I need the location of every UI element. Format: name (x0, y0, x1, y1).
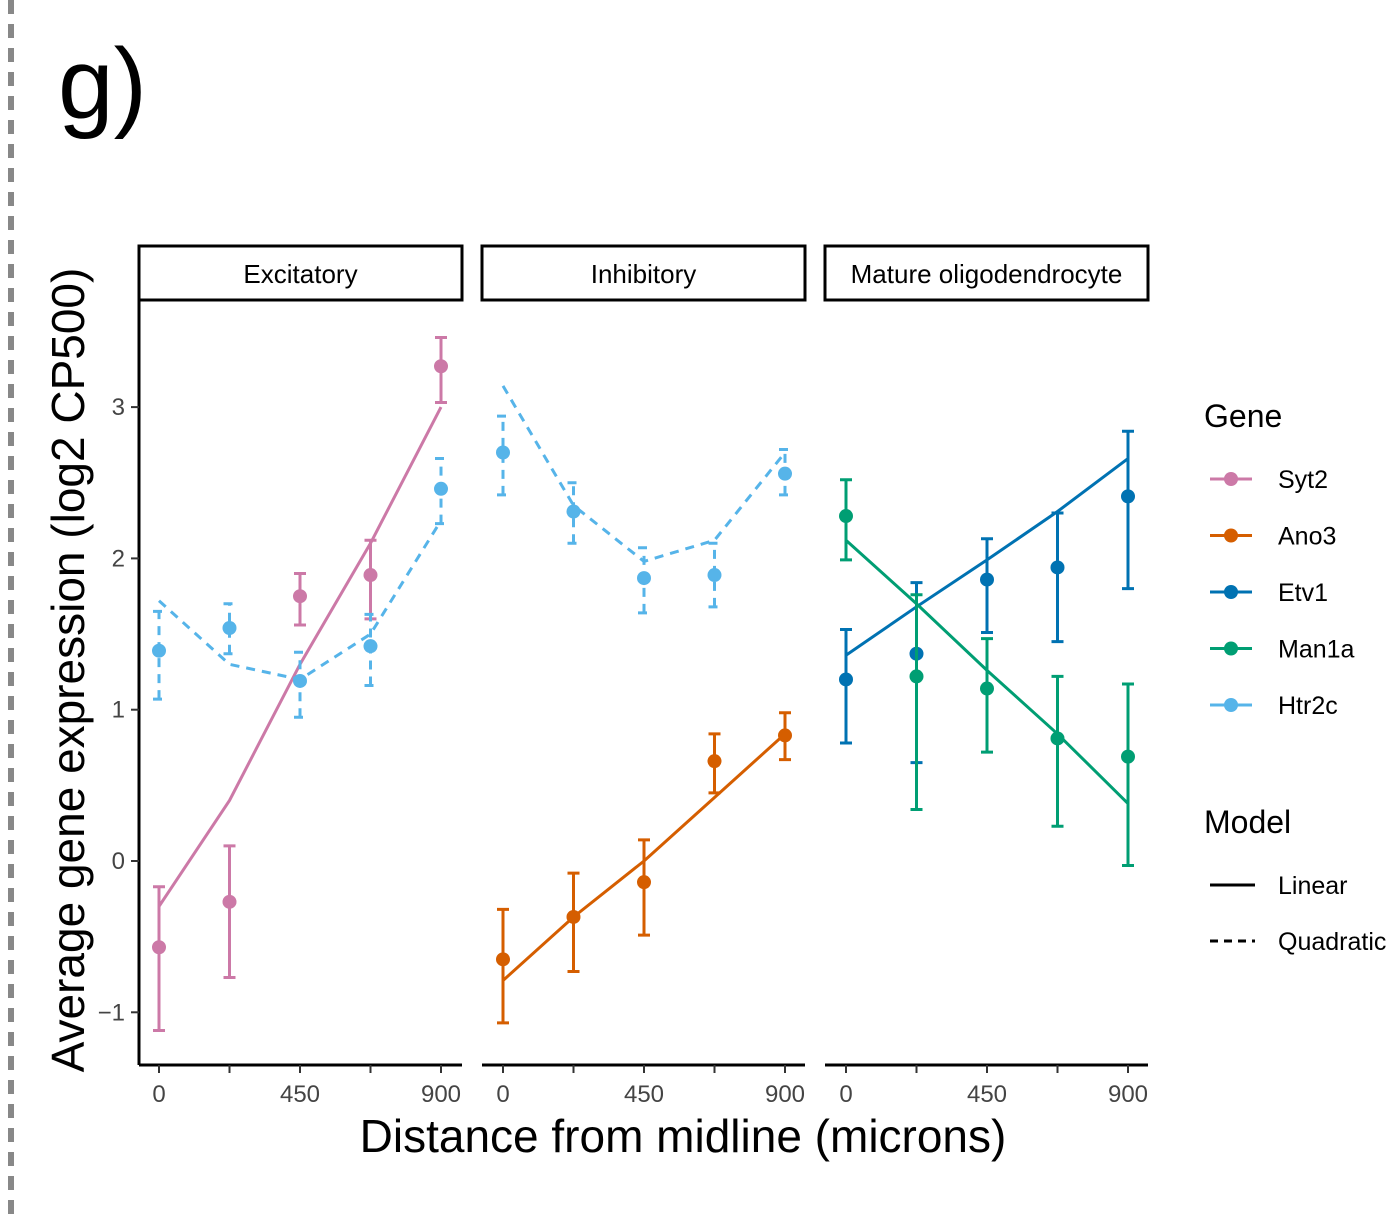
data-point (222, 894, 237, 909)
data-point (152, 643, 166, 658)
legend-item-man1a: Man1a (1210, 636, 1355, 664)
data-point (496, 952, 510, 967)
data-point (293, 673, 307, 688)
facet-panel-excitatory: Excitatory 0 450 900 −1 0 1 2 3 (98, 244, 464, 1108)
x-axis-title: Distance from midline (microns) (360, 1110, 1007, 1162)
data-point (980, 572, 994, 587)
data-point (707, 754, 722, 769)
error-bar (910, 593, 923, 812)
y-tick-label: −1 (98, 999, 125, 1026)
facet-strip-label: Excitatory (243, 259, 357, 289)
data-point (778, 728, 792, 743)
error-bar (1122, 429, 1134, 591)
error-bar (1122, 682, 1134, 868)
data-point (566, 909, 581, 924)
facet-strip-label: Inhibitory (591, 259, 697, 289)
legend-key-point (1224, 585, 1238, 599)
x-tick-label: 0 (152, 1081, 165, 1108)
data-point (434, 481, 448, 496)
data-point (778, 466, 792, 481)
data-point (637, 571, 651, 586)
x-tick-label: 900 (421, 1081, 461, 1108)
y-tick-label: 2 (112, 545, 125, 572)
y-tick-label: 3 (112, 394, 125, 421)
data-point (909, 669, 924, 684)
legend-label: Man1a (1278, 636, 1355, 664)
data-point (363, 568, 378, 583)
error-bar (1051, 511, 1064, 644)
data-point (1050, 560, 1065, 575)
facet-panel-mature-oligodendrocyte: Mature oligodendrocyte 0 450 900 (823, 244, 1150, 1108)
data-point (1121, 489, 1135, 504)
legend-item-linear: Linear (1210, 872, 1348, 900)
series-htr2c (152, 457, 448, 719)
data-point (152, 940, 166, 955)
legend-label: Linear (1278, 872, 1348, 900)
legend-label: Htr2c (1278, 692, 1338, 720)
error-bar (567, 481, 580, 545)
data-point (980, 681, 994, 696)
legend-key-point (1224, 641, 1238, 656)
x-tick-label: 450 (624, 1081, 664, 1108)
legend-gene-title: Gene (1204, 398, 1282, 434)
error-bar (708, 541, 721, 609)
series-etv1 (839, 429, 1135, 765)
facet-strip (137, 244, 464, 302)
legend: Gene Syt2 Ano3 Etv1 Man1a Htr2c Model Linear Qua… (1204, 398, 1386, 956)
legend-label: Ano3 (1278, 523, 1336, 551)
error-bar (153, 609, 165, 701)
y-tick-label: 1 (112, 697, 125, 724)
fit-line-quadratic (501, 385, 787, 564)
x-tick-label: 900 (1108, 1081, 1148, 1108)
data-point (637, 875, 651, 890)
data-point (839, 509, 853, 524)
error-bar (1051, 674, 1064, 828)
x-tick-label: 450 (967, 1081, 1007, 1108)
data-point (363, 639, 378, 654)
legend-label: Syt2 (1278, 466, 1328, 494)
data-point (707, 568, 722, 583)
data-point (1050, 731, 1065, 746)
series-ano3 (496, 711, 792, 1025)
x-tick-label: 0 (839, 1081, 852, 1108)
x-tick-label: 900 (765, 1081, 805, 1108)
facet-strip-label: Mature oligodendrocyte (851, 259, 1123, 289)
data-point (293, 589, 307, 604)
fit-line-linear (157, 406, 443, 908)
data-point (839, 672, 853, 687)
facet-panel-inhibitory: Inhibitory 0 450 900 (480, 244, 807, 1108)
legend-label: Quadratic (1278, 928, 1386, 956)
legend-key-point (1224, 528, 1238, 543)
facet-strip (823, 244, 1150, 302)
series-man1a (839, 478, 1135, 868)
legend-label: Etv1 (1278, 579, 1328, 607)
legend-item-syt2: Syt2 (1210, 466, 1328, 494)
error-bar (223, 844, 236, 980)
panel-label: g) (58, 28, 147, 140)
legend-item-etv1: Etv1 (1210, 579, 1328, 607)
legend-item-ano3: Ano3 (1210, 523, 1336, 551)
data-point (434, 359, 448, 374)
x-tick-label: 450 (280, 1081, 320, 1108)
series-htr2c (496, 385, 792, 615)
y-tick-label: 0 (112, 848, 125, 875)
legend-item-htr2c: Htr2c (1210, 692, 1338, 720)
legend-model-title: Model (1204, 804, 1291, 840)
data-point (222, 620, 237, 635)
y-axis-title: Average gene expression (log2 CP500) (42, 268, 94, 1073)
x-tick-label: 0 (496, 1081, 509, 1108)
legend-item-quadratic: Quadratic (1210, 928, 1386, 956)
legend-key-point (1224, 472, 1238, 486)
data-point (496, 445, 510, 460)
facet-strip (480, 244, 807, 302)
data-point (1121, 749, 1135, 764)
data-point (566, 504, 581, 519)
error-bar (153, 885, 165, 1032)
legend-key-point (1224, 698, 1238, 712)
